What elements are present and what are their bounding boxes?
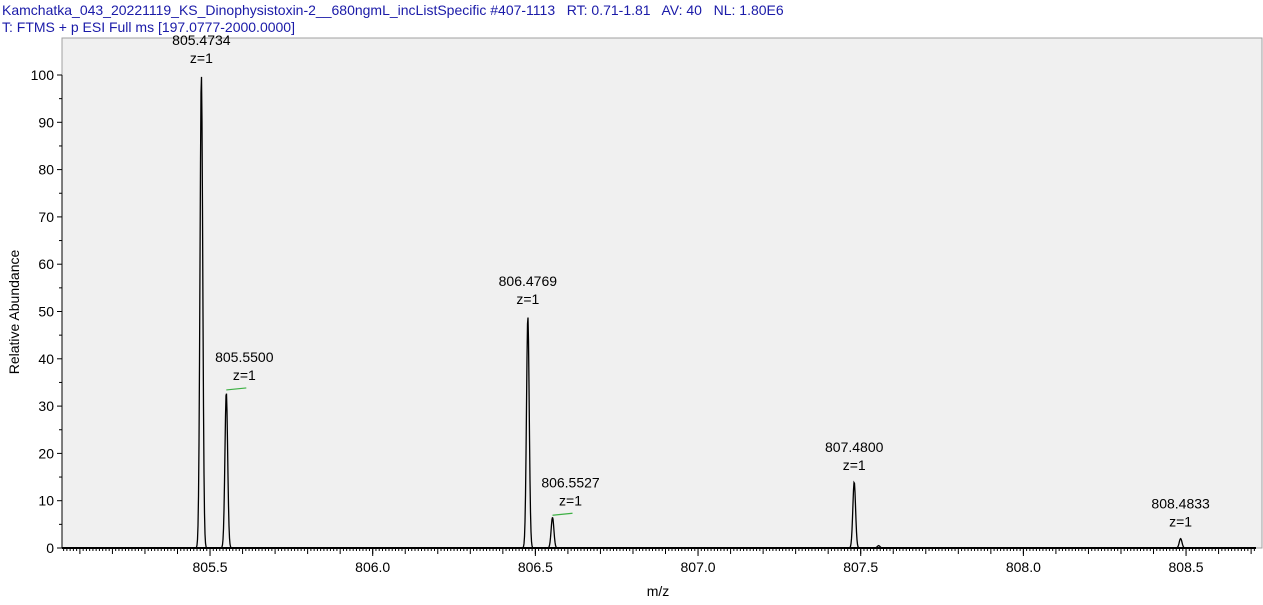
x-axis-label: m/z: [647, 583, 670, 599]
y-tick-label: 40: [38, 351, 54, 367]
y-tick-label: 30: [38, 398, 54, 414]
plot-area: [61, 37, 1263, 549]
scan-header: Kamchatka_043_20221119_KS_Dinophysistoxi…: [2, 2, 784, 18]
y-axis-label: Relative Abundance: [6, 250, 22, 375]
charge-marker: [552, 512, 573, 516]
peak-mz-label: 806.5527: [541, 474, 600, 490]
peak-mz-label: 807.4800: [825, 439, 884, 455]
charge-marker: [226, 387, 247, 391]
peak-charge-label: z=1: [843, 457, 866, 473]
x-tick-label: 806.5: [518, 559, 553, 575]
y-tick-label: 50: [38, 304, 54, 320]
peak-charge-label: z=1: [1169, 514, 1192, 530]
y-tick-label: 10: [38, 493, 54, 509]
x-tick-label: 807.5: [843, 559, 878, 575]
peak-mz-label: 805.5500: [215, 349, 274, 365]
y-tick-label: 20: [38, 445, 54, 461]
peak-charge-label: z=1: [516, 291, 539, 307]
y-tick-label: 80: [38, 162, 54, 178]
peak-charge-label: z=1: [559, 492, 582, 508]
x-tick-label: 805.5: [193, 559, 228, 575]
y-tick-label: 90: [38, 114, 54, 130]
scan-filter: T: FTMS + p ESI Full ms [197.0777-2000.0…: [2, 19, 295, 35]
x-tick-label: 807.0: [681, 559, 716, 575]
x-tick-label: 808.0: [1006, 559, 1041, 575]
x-tick-label: 808.5: [1169, 559, 1204, 575]
peak-charge-label: z=1: [190, 50, 213, 66]
peak-mz-label: 808.4833: [1151, 496, 1210, 512]
y-tick-label: 70: [38, 209, 54, 225]
peak-charge-label: z=1: [233, 367, 256, 383]
x-tick-label: 806.0: [355, 559, 390, 575]
y-tick-label: 0: [46, 540, 54, 556]
y-tick-label: 100: [31, 67, 55, 83]
peak-mz-label: 806.4769: [499, 273, 558, 289]
peak-mz-label: 805.4734: [172, 32, 231, 48]
y-tick-label: 60: [38, 256, 54, 272]
